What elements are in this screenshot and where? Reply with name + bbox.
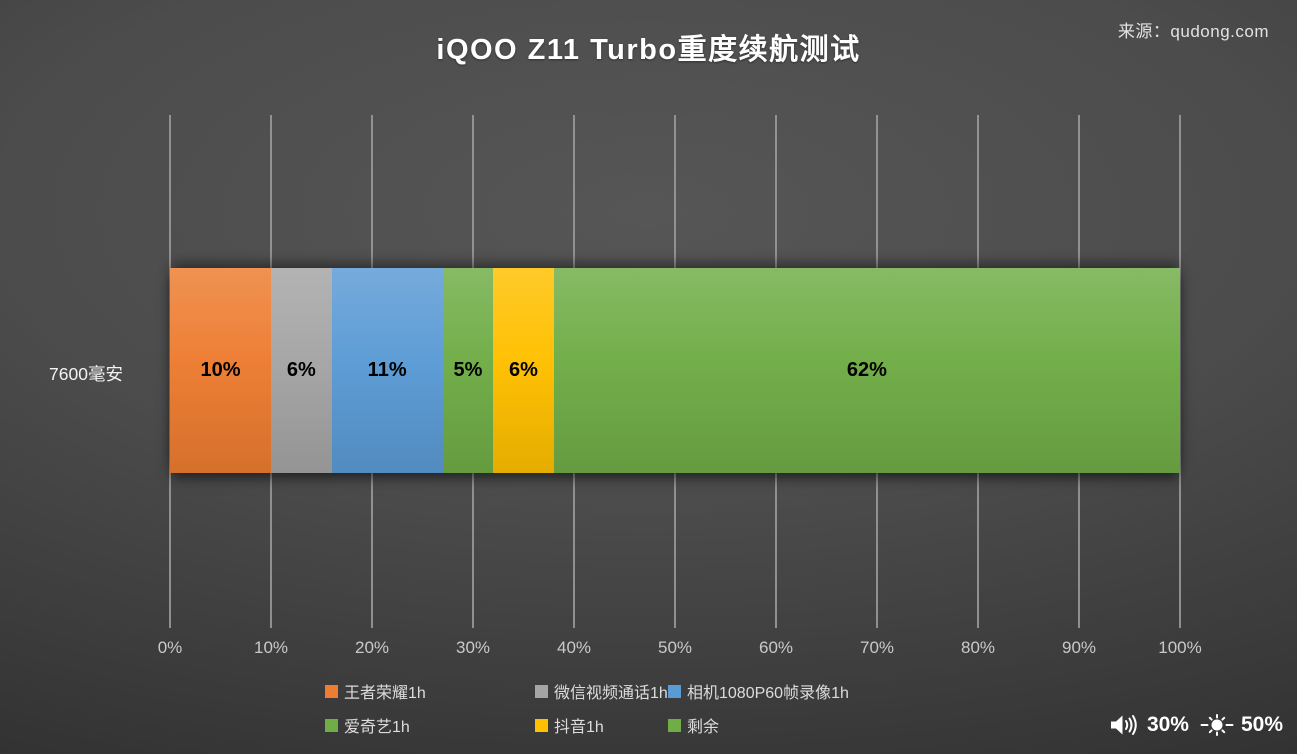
legend-item: 相机1080P60帧录像1h	[668, 679, 849, 703]
x-tick-label: 40%	[556, 638, 592, 657]
x-tick-label: 100%	[1158, 638, 1202, 657]
brightness-value: 50%	[1240, 713, 1283, 736]
legend-swatch	[325, 718, 338, 732]
legend-item: 微信视频通话1h	[535, 679, 668, 703]
volume-icon	[1108, 712, 1140, 738]
legend-swatch	[325, 684, 338, 698]
legend-item: 抖音1h	[535, 713, 604, 737]
chart-title: iQOO Z11 Turbo重度续航测试	[436, 34, 861, 66]
legend-swatch	[668, 684, 681, 698]
bar-segment-value: 6%	[286, 359, 316, 381]
x-tick-label: 80%	[960, 638, 996, 657]
x-tick-label: 90%	[1061, 638, 1097, 657]
legend-item: 爱奇艺1h	[325, 713, 410, 737]
brightness-icon	[1200, 712, 1234, 738]
bar-segment-value: 62%	[846, 359, 887, 381]
stacked-bar: 10% 6% 11% 5% 6% 62%	[170, 268, 1180, 473]
bar-segment-6: 62%	[553, 268, 1180, 473]
legend: 王者荣耀1h 微信视频通话1h 相机1080P60帧录像1h 爱奇艺1h 抖音1h 剩余	[325, 679, 985, 737]
x-tick-label: 60%	[758, 638, 794, 657]
legend-label: 爱奇艺1h	[344, 719, 410, 736]
status-bar: 30% 50%	[1108, 712, 1283, 738]
legend-label: 抖音1h	[554, 719, 604, 736]
bar-segment-1: 10%	[170, 268, 271, 473]
y-category-label: 7600毫安	[49, 364, 123, 384]
bar-segment-5: 6%	[493, 268, 554, 473]
bar-segment-2: 6%	[271, 268, 332, 473]
x-tick-label: 70%	[859, 638, 895, 657]
x-tick-label: 10%	[253, 638, 289, 657]
gridline	[1179, 115, 1181, 628]
x-axis-ticks: 0% 10% 20% 30% 40% 50% 60% 70% 80% 90% 100%	[158, 638, 1202, 662]
bar-segment-3: 11%	[331, 268, 443, 473]
x-tick-label: 50%	[657, 638, 693, 657]
legend-label: 微信视频通话1h	[554, 685, 668, 702]
source-credit: 来源：qudong.com	[1117, 22, 1269, 41]
legend-swatch	[535, 684, 548, 698]
legend-label: 王者荣耀1h	[344, 685, 426, 702]
x-tick-label: 0%	[157, 638, 183, 657]
bar-segment-value: 10%	[200, 359, 241, 381]
legend-swatch	[535, 718, 548, 732]
legend-item: 剩余	[668, 713, 719, 737]
bar-segment-value: 6%	[509, 359, 538, 381]
volume-value: 30%	[1146, 713, 1189, 736]
x-tick-label: 30%	[455, 638, 491, 657]
legend-swatch	[668, 718, 681, 732]
bar-segment-value: 11%	[367, 359, 407, 381]
bar-segment-4: 5%	[442, 268, 494, 473]
legend-label: 相机1080P60帧录像1h	[687, 685, 849, 702]
bar-segment-value: 5%	[453, 359, 483, 381]
x-tick-label: 20%	[354, 638, 390, 657]
legend-label: 剩余	[687, 719, 720, 736]
legend-item: 王者荣耀1h	[325, 679, 426, 703]
